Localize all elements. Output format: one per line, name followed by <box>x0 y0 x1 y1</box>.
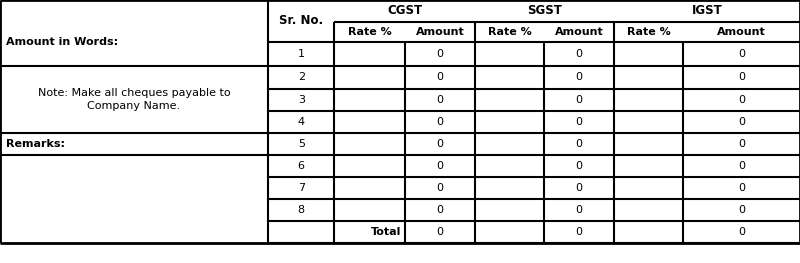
Text: Rate %: Rate % <box>348 27 391 37</box>
Text: Amount: Amount <box>416 27 464 37</box>
Text: SGST: SGST <box>527 4 562 18</box>
Text: Rate %: Rate % <box>627 27 670 37</box>
Text: 0: 0 <box>738 161 745 171</box>
Text: Note: Make all cheques payable to
Company Name.: Note: Make all cheques payable to Compan… <box>38 88 230 111</box>
Text: 0: 0 <box>738 227 745 237</box>
Text: Total: Total <box>370 227 401 237</box>
Text: 0: 0 <box>437 205 443 215</box>
Text: 0: 0 <box>437 73 443 83</box>
Text: 0: 0 <box>576 49 582 59</box>
Text: Sr. No.: Sr. No. <box>279 14 323 28</box>
Text: 4: 4 <box>298 117 305 127</box>
Text: 2: 2 <box>298 73 305 83</box>
Text: 0: 0 <box>738 49 745 59</box>
Text: 0: 0 <box>738 95 745 105</box>
Text: 0: 0 <box>437 227 443 237</box>
Text: Rate %: Rate % <box>488 27 531 37</box>
Text: IGST: IGST <box>692 4 722 18</box>
Text: 0: 0 <box>576 205 582 215</box>
Text: Remarks:: Remarks: <box>6 139 65 149</box>
Text: Amount: Amount <box>718 27 766 37</box>
Text: 0: 0 <box>437 183 443 193</box>
Text: 6: 6 <box>298 161 305 171</box>
Text: 7: 7 <box>298 183 305 193</box>
Text: 0: 0 <box>738 139 745 149</box>
Text: 0: 0 <box>437 161 443 171</box>
Text: 0: 0 <box>576 95 582 105</box>
Text: 0: 0 <box>576 183 582 193</box>
Text: 8: 8 <box>298 205 305 215</box>
Text: 0: 0 <box>576 73 582 83</box>
Text: 0: 0 <box>576 161 582 171</box>
Text: 0: 0 <box>738 205 745 215</box>
Text: 5: 5 <box>298 139 305 149</box>
Text: 1: 1 <box>298 49 305 59</box>
Text: 0: 0 <box>576 227 582 237</box>
Text: 0: 0 <box>437 49 443 59</box>
Text: CGST: CGST <box>387 4 422 18</box>
Text: 0: 0 <box>738 117 745 127</box>
Text: 0: 0 <box>437 117 443 127</box>
Text: 0: 0 <box>738 183 745 193</box>
Text: 0: 0 <box>437 139 443 149</box>
Text: 0: 0 <box>576 117 582 127</box>
Text: Amount: Amount <box>555 27 603 37</box>
Text: Amount in Words:: Amount in Words: <box>6 37 118 47</box>
Text: 3: 3 <box>298 95 305 105</box>
Text: 0: 0 <box>738 73 745 83</box>
Text: 0: 0 <box>437 95 443 105</box>
Text: 0: 0 <box>576 139 582 149</box>
